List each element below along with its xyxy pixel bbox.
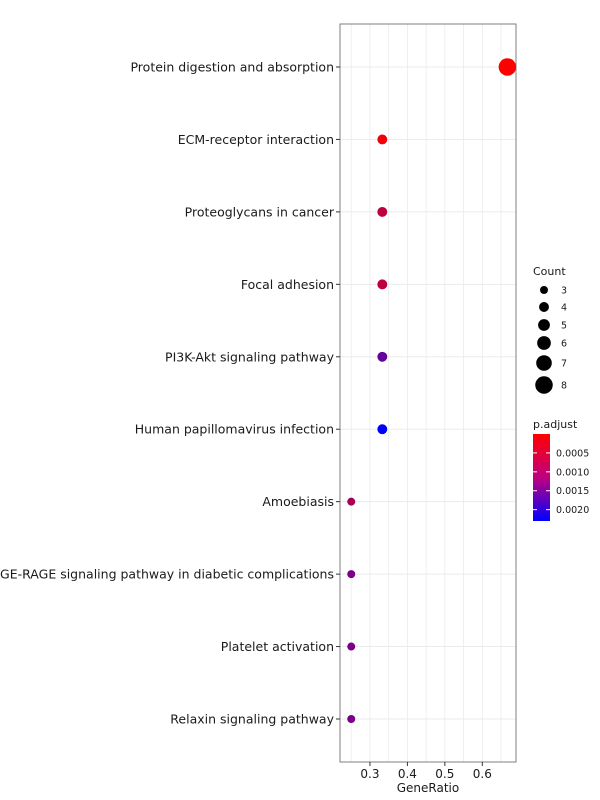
x-tick-label: 0.5 xyxy=(435,767,454,781)
count-legend-label: 4 xyxy=(561,303,567,314)
p-adjust-legend-label: 0.0015 xyxy=(556,486,589,497)
data-points xyxy=(347,58,517,723)
p-adjust-legend-label: 0.0005 xyxy=(556,448,589,459)
count-legend: Count 3 4 5 6 7 8 xyxy=(533,265,567,394)
y-category-label: PI3K-Akt signaling pathway xyxy=(165,349,335,364)
y-category-label: Focal adhesion xyxy=(241,277,334,292)
y-axis-ticks: Protein digestion and absorption ECM-rece… xyxy=(0,60,340,727)
x-tick-label: 0.6 xyxy=(473,767,492,781)
data-point xyxy=(347,497,356,506)
data-point xyxy=(377,351,388,362)
count-legend-key xyxy=(539,302,549,312)
p-adjust-legend-label: 0.0010 xyxy=(556,467,589,478)
count-legend-key xyxy=(538,319,550,331)
p-adjust-legend: p.adjust 0.0005 0.0010 0.0015 0.0020 xyxy=(533,418,589,521)
p-adjust-colorbar xyxy=(533,434,550,521)
data-point xyxy=(377,279,388,290)
count-legend-label: 3 xyxy=(561,286,567,297)
x-tick-label: 0.3 xyxy=(360,767,379,781)
y-category-label: AGE-RAGE signaling pathway in diabetic c… xyxy=(0,567,334,582)
data-point xyxy=(377,424,388,435)
y-category-label: Amoebiasis xyxy=(262,494,334,509)
x-axis-ticks: 0.3 0.4 0.5 0.6 xyxy=(360,762,492,781)
data-point xyxy=(347,570,356,579)
count-legend-label: 8 xyxy=(561,381,567,392)
x-axis-title: GeneRatio xyxy=(397,781,459,795)
p-adjust-legend-label: 0.0020 xyxy=(556,505,589,516)
y-category-label: ECM-receptor interaction xyxy=(178,132,334,147)
count-legend-label: 7 xyxy=(561,359,567,370)
data-point xyxy=(377,206,388,217)
count-legend-title: Count xyxy=(533,265,566,278)
count-legend-key xyxy=(536,355,552,371)
grid-lines xyxy=(340,24,516,762)
y-category-label: Human papillomavirus infection xyxy=(135,422,334,437)
data-point xyxy=(347,642,356,651)
p-adjust-legend-title: p.adjust xyxy=(533,418,578,431)
y-category-label: Platelet activation xyxy=(221,639,334,654)
data-point xyxy=(498,58,517,76)
y-category-label: Relaxin signaling pathway xyxy=(170,712,334,727)
y-category-label: Protein digestion and absorption xyxy=(130,60,334,75)
count-legend-label: 5 xyxy=(561,321,567,332)
count-legend-key xyxy=(535,376,553,394)
data-point xyxy=(347,715,356,723)
count-legend-label: 6 xyxy=(561,339,567,350)
plot-panel-border xyxy=(339,23,517,763)
y-category-label: Proteoglycans in cancer xyxy=(185,204,335,219)
x-tick-label: 0.4 xyxy=(398,767,417,781)
data-point xyxy=(377,134,388,145)
count-legend-key xyxy=(540,286,548,294)
count-legend-key xyxy=(537,336,551,350)
